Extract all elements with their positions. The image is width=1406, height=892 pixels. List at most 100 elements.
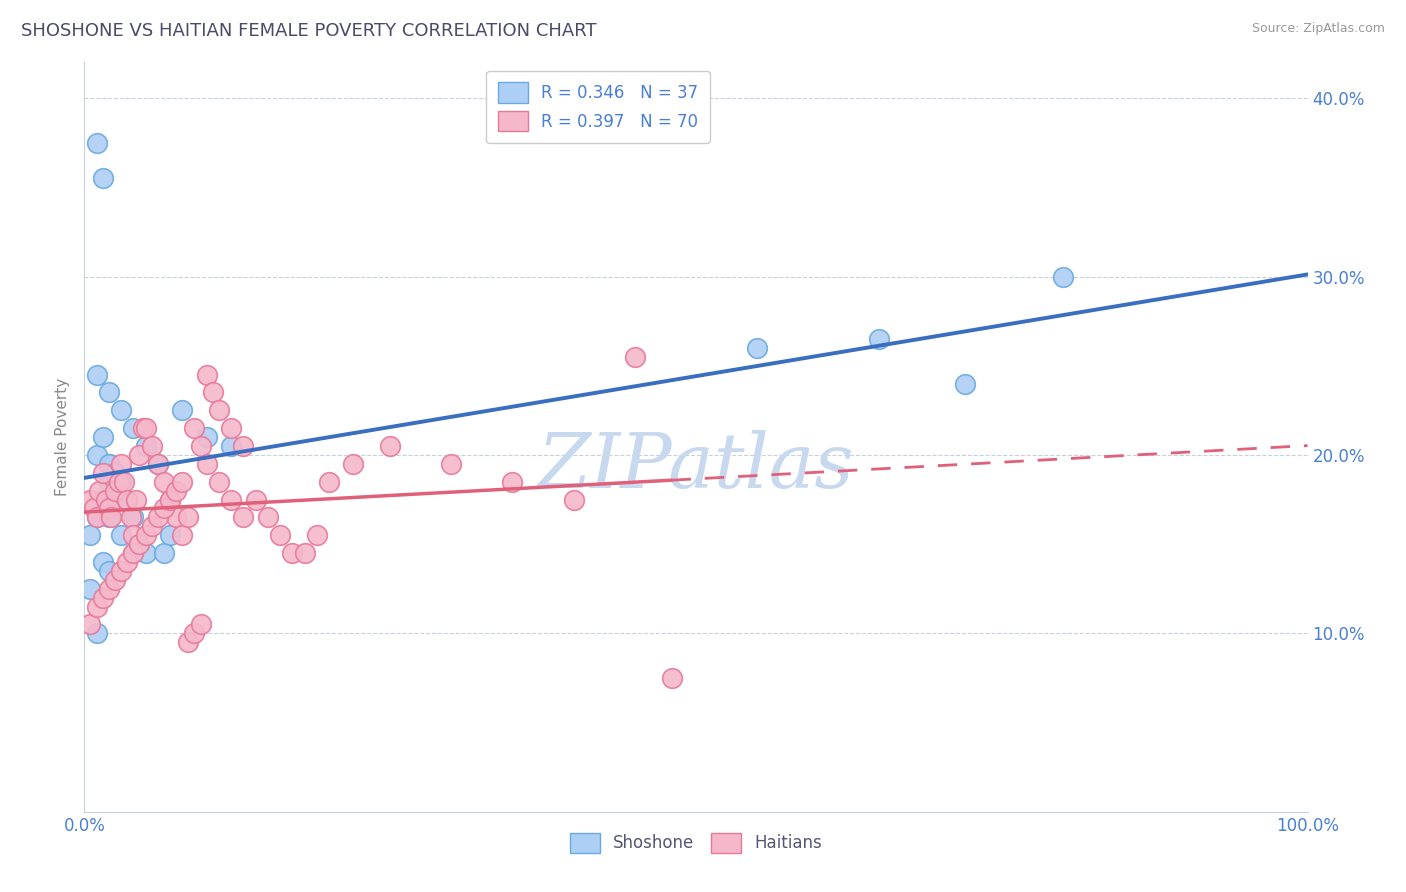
Point [86, 510, 108, 524]
Point [153, 546, 176, 560]
Point [201, 385, 224, 400]
Point [110, 403, 132, 417]
Point [91, 492, 114, 507]
Point [562, 492, 585, 507]
Point [135, 421, 157, 435]
Point [97, 475, 120, 489]
Point [190, 617, 212, 632]
Point [91, 591, 114, 605]
Point [91, 430, 114, 444]
Point [79, 528, 101, 542]
Point [125, 492, 148, 507]
Point [100, 510, 122, 524]
Point [107, 475, 129, 489]
Point [91, 171, 114, 186]
Point [624, 350, 647, 364]
Point [110, 457, 132, 471]
Point [104, 573, 127, 587]
Point [159, 528, 181, 542]
Point [115, 492, 138, 507]
Point [83, 501, 105, 516]
Point [869, 332, 891, 346]
Point [380, 439, 402, 453]
Point [110, 528, 132, 542]
Point [153, 501, 176, 516]
Point [1052, 269, 1074, 284]
Point [86, 510, 108, 524]
Point [195, 430, 218, 444]
Point [342, 457, 364, 471]
Point [146, 510, 169, 524]
Point [122, 421, 145, 435]
Point [165, 510, 187, 524]
Point [159, 492, 181, 507]
Point [135, 546, 157, 560]
Point [128, 537, 150, 551]
Point [502, 475, 524, 489]
Point [104, 483, 127, 498]
Point [281, 546, 304, 560]
Point [165, 483, 187, 498]
Point [112, 475, 135, 489]
Point [97, 385, 120, 400]
Point [86, 136, 108, 150]
Point [219, 439, 242, 453]
Point [141, 439, 163, 453]
Point [122, 546, 145, 560]
Point [120, 510, 142, 524]
Point [661, 671, 683, 685]
Point [110, 475, 132, 489]
Point [86, 599, 108, 614]
Point [195, 457, 218, 471]
Text: SHOSHONE VS HAITIAN FEMALE POVERTY CORRELATION CHART: SHOSHONE VS HAITIAN FEMALE POVERTY CORRE… [21, 22, 596, 40]
Point [97, 501, 120, 516]
Point [91, 466, 114, 480]
Point [177, 510, 200, 524]
Point [953, 376, 976, 391]
Point [135, 528, 157, 542]
Point [172, 528, 194, 542]
Point [208, 475, 231, 489]
Point [87, 483, 110, 498]
Point [294, 546, 316, 560]
Point [146, 457, 169, 471]
Point [97, 582, 120, 596]
Point [79, 617, 101, 632]
Point [305, 528, 328, 542]
Point [115, 555, 138, 569]
Point [128, 448, 150, 462]
Point [141, 519, 163, 533]
Text: ZIPatlas: ZIPatlas [537, 430, 855, 504]
Point [79, 492, 101, 507]
Point [135, 439, 157, 453]
Point [183, 421, 205, 435]
Point [97, 564, 120, 578]
Point [172, 475, 194, 489]
Point [219, 492, 242, 507]
Point [86, 368, 108, 382]
Point [747, 341, 769, 355]
Point [96, 492, 118, 507]
Y-axis label: Female Poverty: Female Poverty [55, 378, 70, 496]
Point [97, 457, 120, 471]
Point [115, 492, 138, 507]
Point [97, 510, 120, 524]
Point [318, 475, 340, 489]
Point [177, 635, 200, 649]
Point [195, 368, 218, 382]
Point [232, 439, 254, 453]
Point [86, 626, 108, 640]
Point [153, 475, 176, 489]
Point [172, 403, 194, 417]
Legend: Shoshone, Haitians: Shoshone, Haitians [564, 826, 828, 860]
Point [232, 510, 254, 524]
Point [245, 492, 267, 507]
Text: Source: ZipAtlas.com: Source: ZipAtlas.com [1251, 22, 1385, 36]
Point [440, 457, 463, 471]
Point [208, 403, 231, 417]
Point [159, 492, 181, 507]
Point [110, 564, 132, 578]
Point [122, 510, 145, 524]
Point [122, 528, 145, 542]
Point [91, 555, 114, 569]
